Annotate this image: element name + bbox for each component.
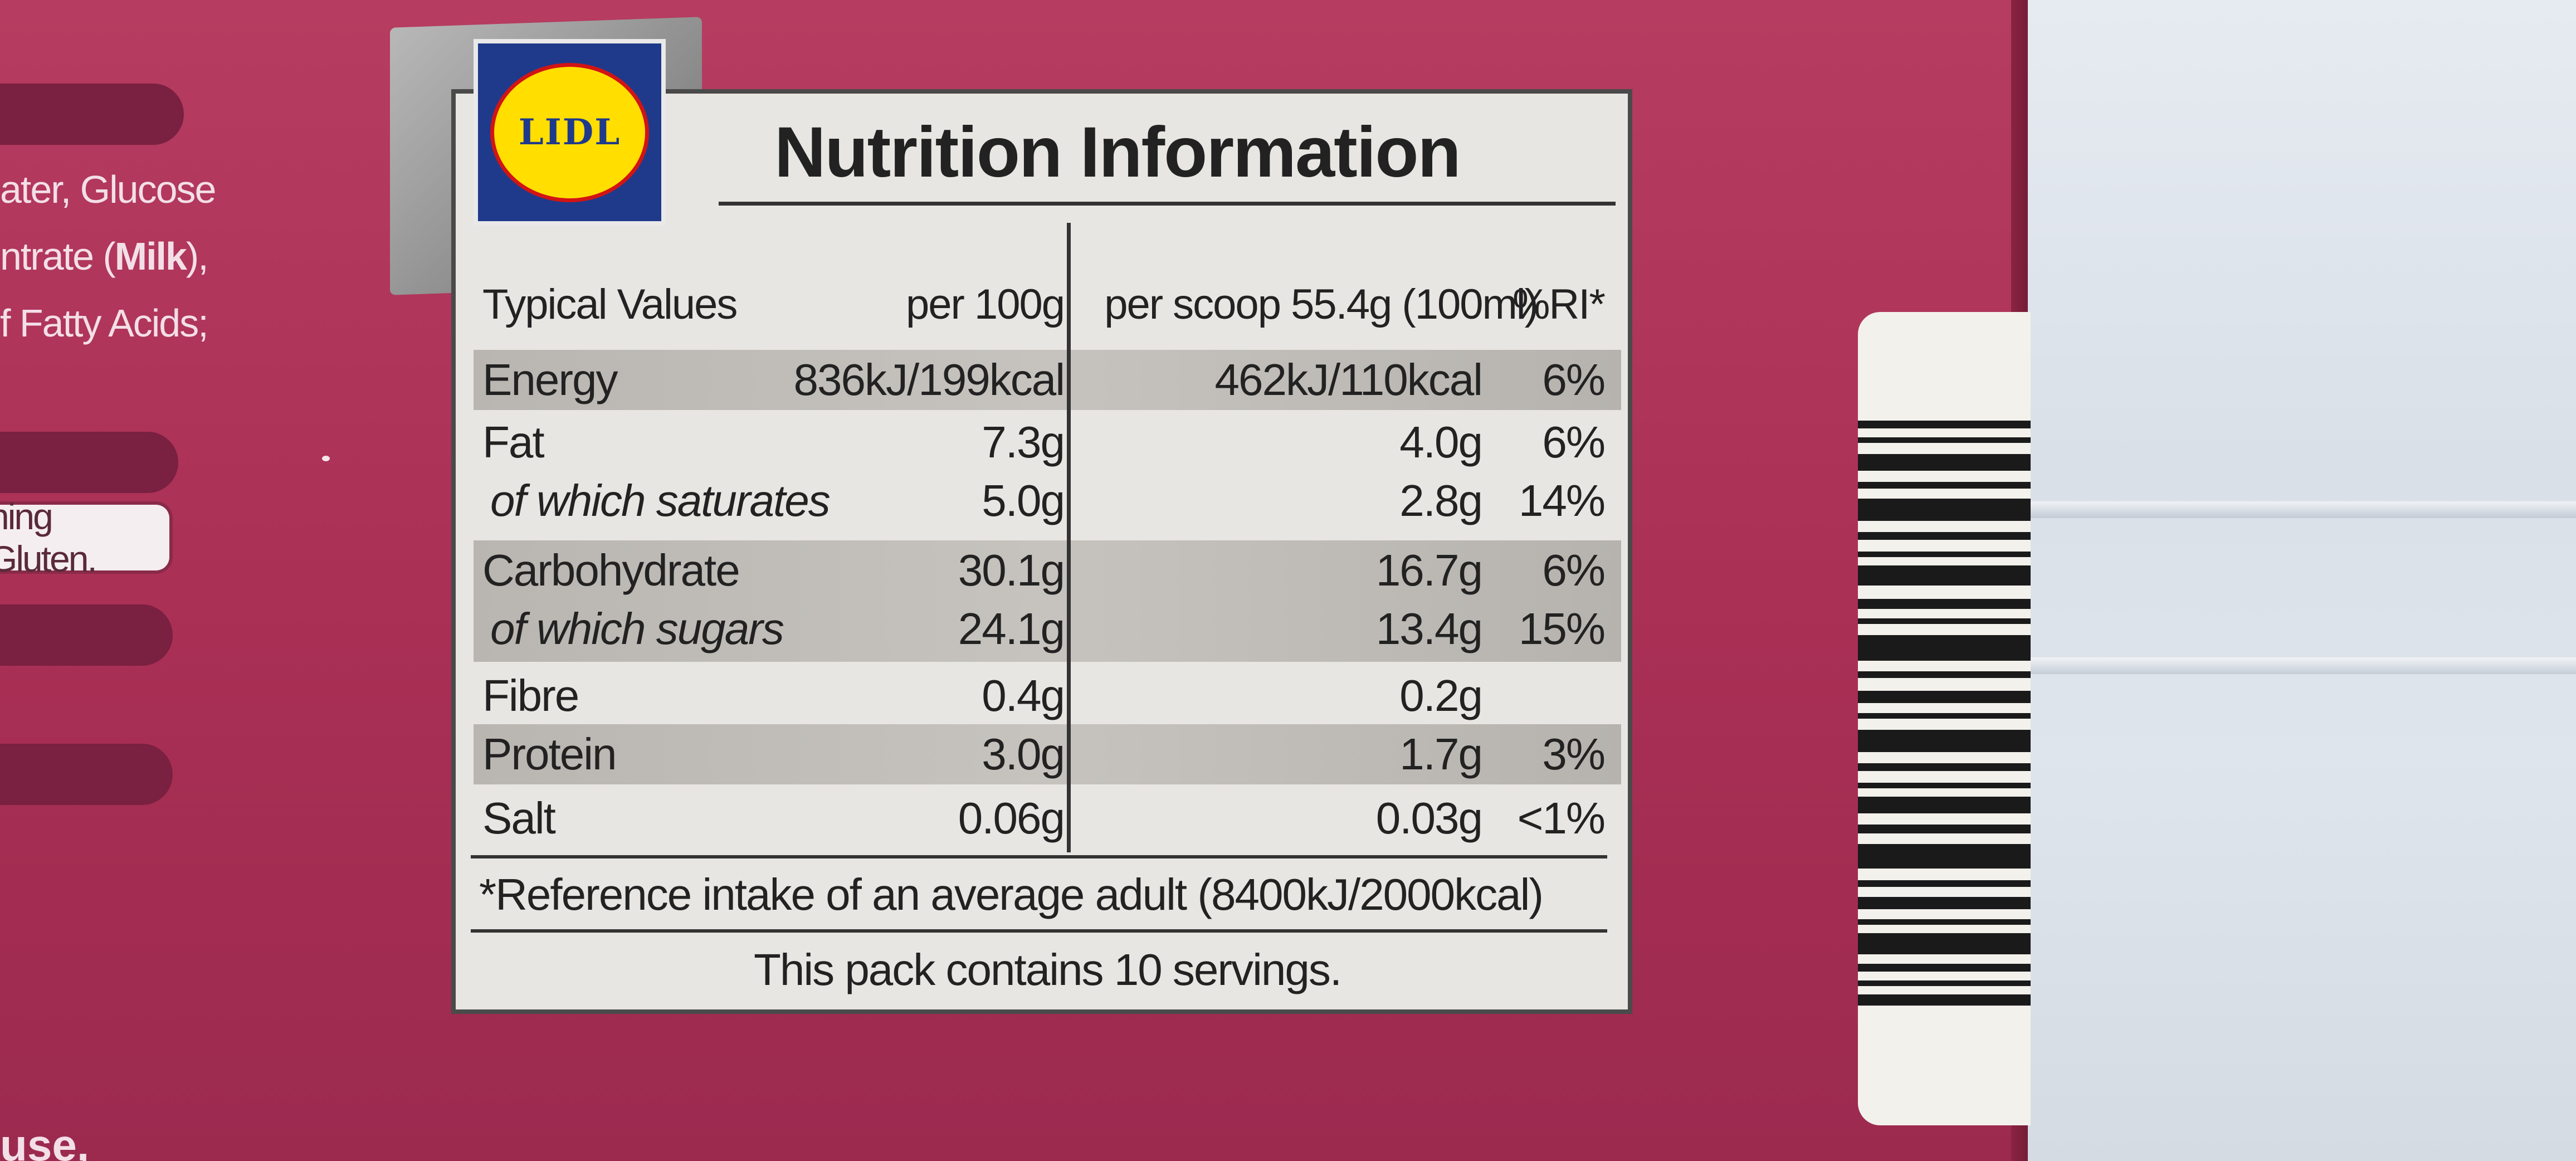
header-per-scoop: per scoop 55.4g (100ml) [1104,281,1539,328]
row-scoop: 16.7g [1375,545,1483,595]
logo-disc: LIDL [490,62,649,202]
ingredients-line: ater, Glucose [0,168,216,211]
row-per100: 0.4g [982,671,1065,720]
row-ri: 6% [1542,417,1606,467]
section-header-bar [0,744,173,805]
table-row-group [474,540,1621,662]
row-ri: 3% [1542,729,1606,779]
table-row: Fat 7.3g 4.0g 6% [474,412,1621,472]
table-row: Energy 836kJ/199kcal 462kJ/110kcal 6% [474,350,1621,410]
table-row: of which saturates 5.0g 2.8g 14% [474,471,1621,531]
table-header-row: Typical Values per 100g per scoop 55.4g … [474,276,1621,336]
row-per100: 836kJ/199kcal [793,355,1065,404]
table-row: Fibre 0.4g 0.2g [474,666,1621,726]
row-scoop: 462kJ/110kcal [1214,355,1483,404]
speck [322,456,330,461]
barcode [1858,312,2031,1125]
row-scoop: 1.7g [1399,729,1483,779]
paper-fold [2028,657,2576,674]
lidl-logo: LIDL [474,39,666,226]
header-typical-values: Typical Values [482,281,738,328]
row-label: Energy [482,355,618,404]
row-label: Carbohydrate [482,545,740,595]
row-label: of which saturates [490,476,831,525]
servings-note: This pack contains 10 servings. [753,945,1342,994]
header-per-100g: per 100g [905,281,1065,328]
row-scoop: 0.03g [1375,793,1483,843]
row-scoop: 4.0g [1399,417,1483,467]
row-per100: 7.3g [982,417,1065,467]
row-label: of which sugars [490,604,784,653]
title-rule [719,202,1616,206]
row-per100: 3.0g [982,729,1065,779]
table-row: Carbohydrate 30.1g 16.7g 6% [474,540,1621,601]
allergen-box: ning Gluten. [0,496,173,579]
panel-title: Nutrition Information [774,113,1461,192]
row-per100: 30.1g [958,545,1065,595]
row-label: Fibre [482,671,579,720]
table-row: Protein 3.0g 1.7g 3% [474,724,1621,784]
table-row: of which sugars 24.1g 13.4g 15% [474,599,1621,659]
row-label: Salt [482,793,556,843]
row-per100: 24.1g [958,604,1065,653]
row-per100: 0.06g [958,793,1065,843]
header-ri: %RI* [1512,281,1606,328]
row-ri: 6% [1542,355,1606,404]
row-ri: 15% [1518,604,1606,653]
table-rule [471,929,1607,933]
row-ri: 6% [1542,545,1606,595]
row-label: Fat [482,417,545,467]
row-scoop: 0.2g [1399,671,1483,720]
row-ri: <1% [1517,793,1606,843]
column-divider [1067,223,1071,852]
reference-intake-note: *Reference intake of an average adult (8… [479,870,1544,919]
logo-wordmark: LIDL [518,111,621,153]
row-scoop: 2.8g [1399,476,1483,525]
ingredients-line: ntrate (Milk), [0,235,209,278]
section-header-bar [0,84,184,145]
section-header-bar [0,604,173,666]
row-scoop: 13.4g [1375,604,1483,653]
row-label: Protein [482,729,617,779]
section-header-bar [0,432,178,493]
background-surface [2028,0,2576,1161]
table-row: Salt 0.06g 0.03g <1% [474,788,1621,848]
ingredients-line: f Fatty Acids; [0,301,209,345]
paper-fold [2028,501,2576,518]
ingredients-line: use, [0,1120,90,1161]
table-rule [471,855,1607,858]
row-ri: 14% [1518,476,1606,525]
row-per100: 5.0g [982,476,1065,525]
